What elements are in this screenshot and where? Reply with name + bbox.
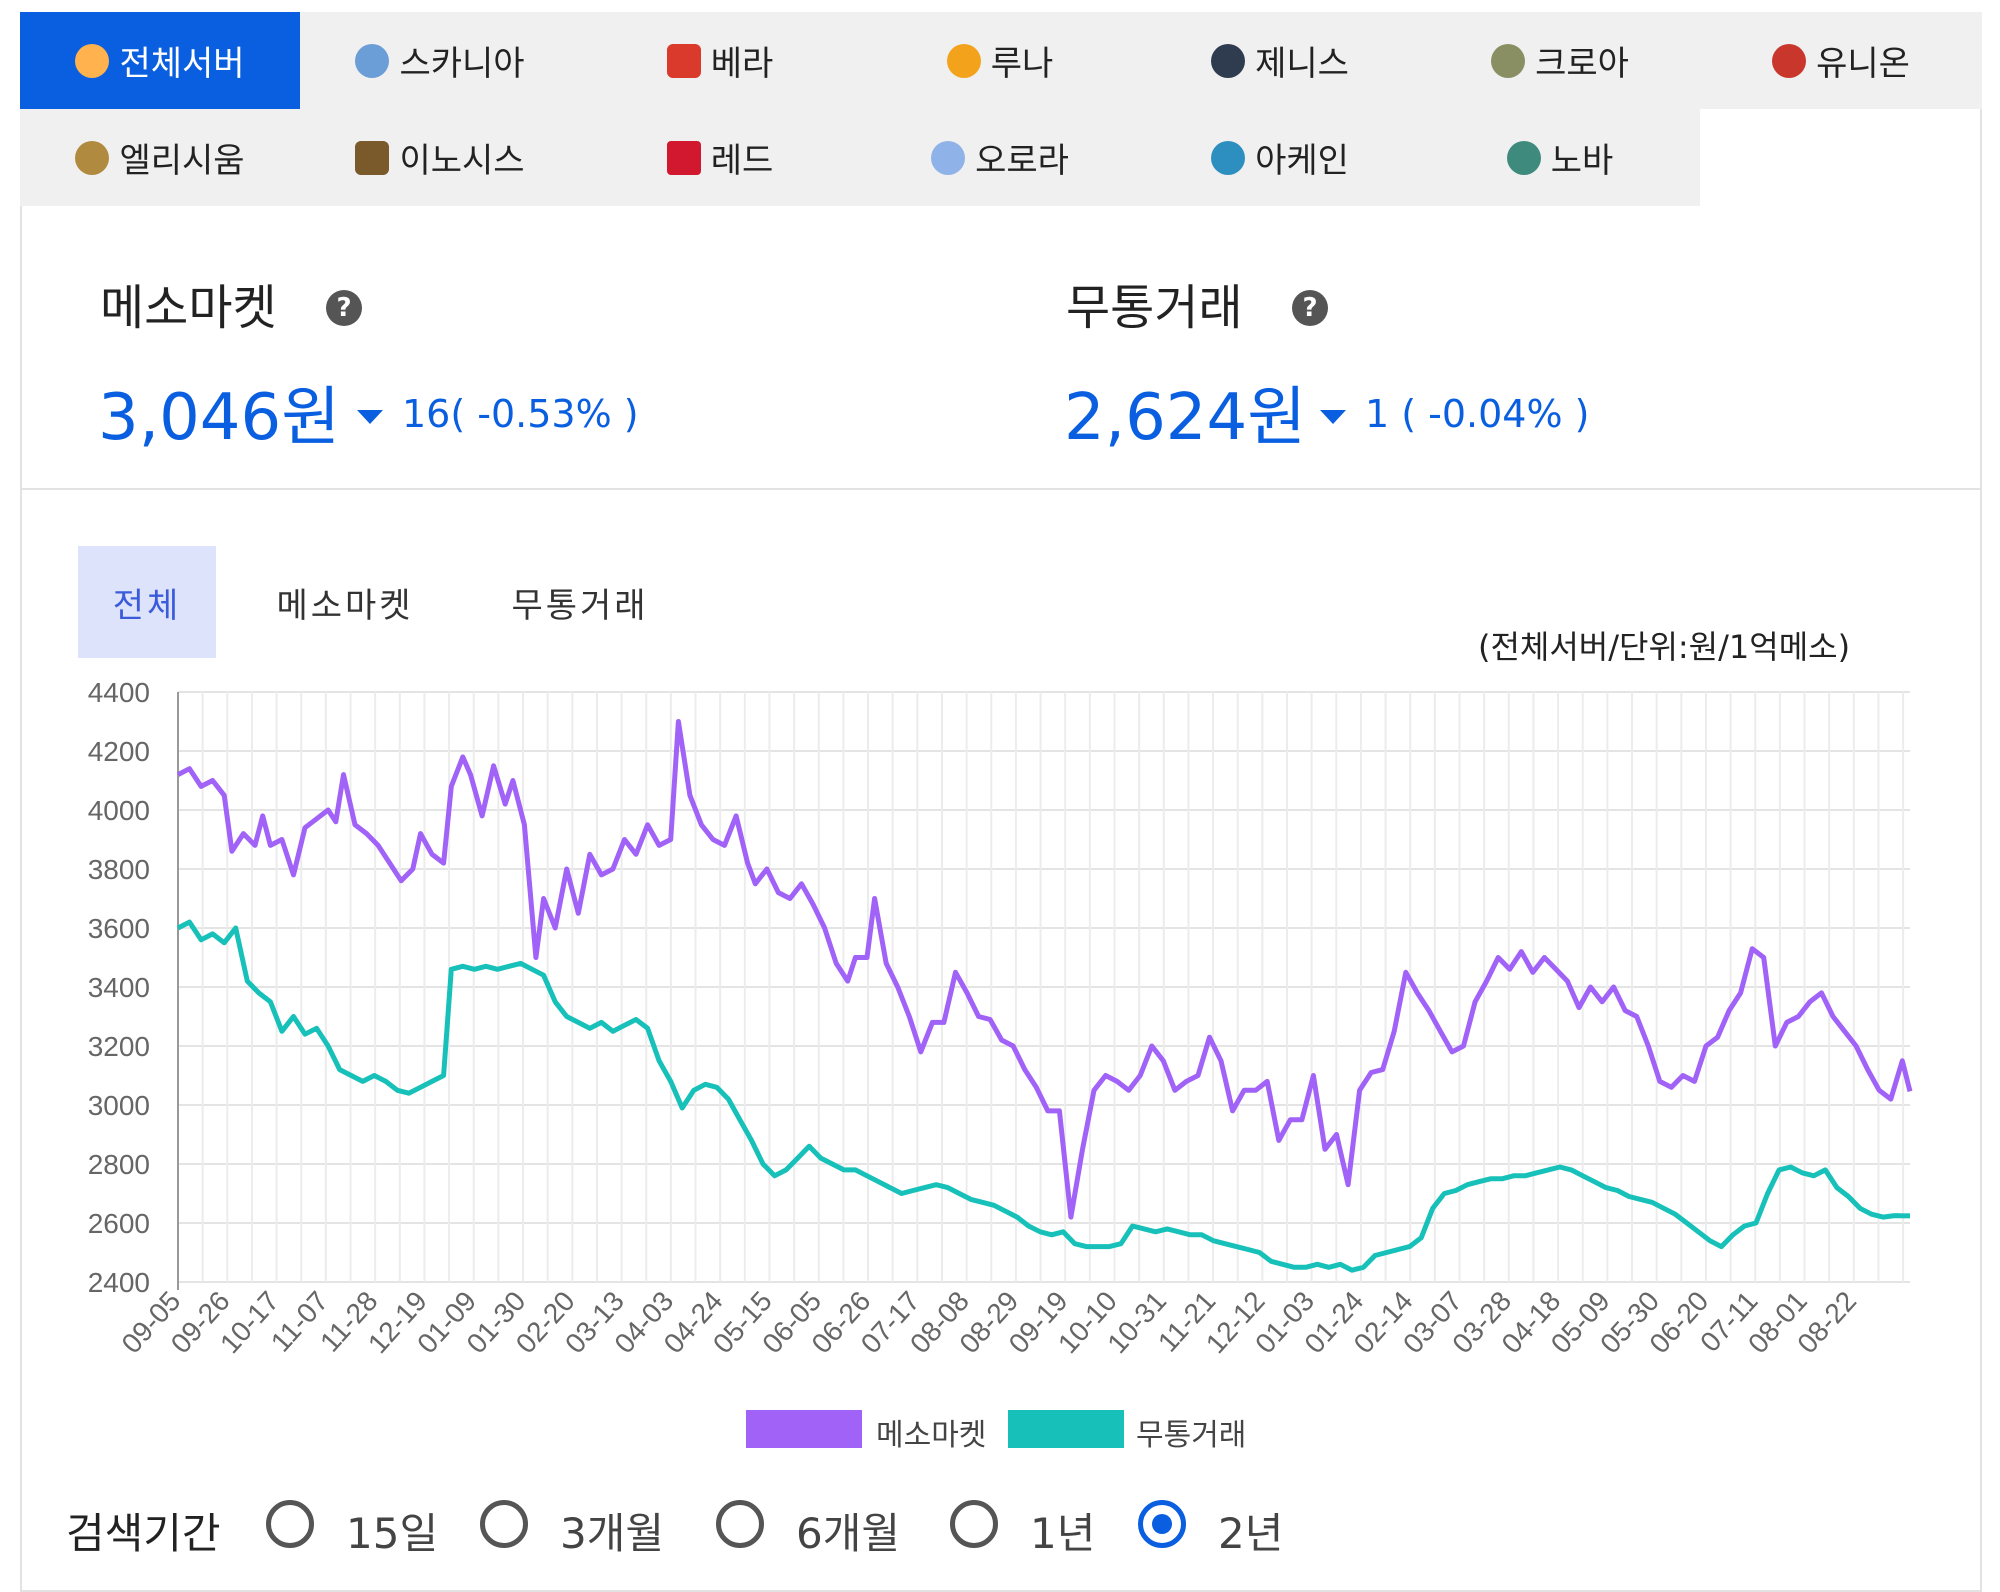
y-tick-label: 3600 bbox=[88, 913, 150, 944]
server-tab-label: 베라 bbox=[710, 44, 774, 84]
server-tab-label: 전체서버 bbox=[119, 44, 245, 84]
server-tab-label: 제니스 bbox=[1255, 44, 1349, 84]
legend-swatch-meso-market[interactable] bbox=[746, 1410, 862, 1448]
server-tab-elysium[interactable]: 엘리시움 bbox=[20, 109, 300, 206]
radio-3months[interactable] bbox=[480, 1500, 528, 1548]
tab-meso-market[interactable]: 메소마켓 bbox=[276, 585, 414, 626]
direct-trade-title: 무통거래 bbox=[1066, 280, 1243, 336]
y-tick-label: 4000 bbox=[88, 795, 150, 826]
y-tick-label: 3000 bbox=[88, 1090, 150, 1121]
y-tick-label: 2800 bbox=[88, 1149, 150, 1180]
server-tab-scania[interactable]: 스카니아 bbox=[300, 12, 580, 109]
help-icon[interactable]: ? bbox=[326, 290, 362, 326]
all-servers-icon bbox=[75, 43, 110, 78]
server-tab-croa[interactable]: 크로아 bbox=[1420, 12, 1700, 109]
server-tab-label: 크로아 bbox=[1535, 44, 1629, 84]
server-tab-label: 스카니아 bbox=[399, 44, 525, 84]
bera-icon bbox=[666, 43, 701, 78]
server-tab-luna[interactable]: 루나 bbox=[860, 12, 1140, 109]
price-summary: 메소마켓 ? 3,046원 16( -0.53% ) 무통거래 ? 2,624원… bbox=[20, 208, 1982, 490]
server-tab-label: 아케인 bbox=[1255, 141, 1349, 181]
server-tab-label: 오로라 bbox=[975, 141, 1069, 181]
direct-trade-price: 2,624원 bbox=[1064, 381, 1307, 455]
series-line-direct-trade bbox=[176, 919, 1911, 1273]
legend-label-direct-trade[interactable]: 무통거래 bbox=[1136, 1418, 1247, 1453]
radio-label-6months[interactable]: 6개월 bbox=[796, 1509, 901, 1558]
server-tab-red[interactable]: 레드 bbox=[580, 109, 860, 206]
server-tab-zenith[interactable]: 제니스 bbox=[1140, 12, 1420, 109]
y-tick-label: 3800 bbox=[88, 854, 150, 885]
server-tab-label: 엘리시움 bbox=[119, 141, 245, 181]
zenith-icon bbox=[1211, 43, 1246, 78]
server-tab-label: 루나 bbox=[990, 44, 1054, 84]
period-filter-label: 검색기간 bbox=[66, 1509, 221, 1558]
y-tick-label: 3400 bbox=[88, 972, 150, 1003]
union-icon bbox=[1772, 43, 1807, 78]
radio-1year[interactable] bbox=[950, 1500, 998, 1548]
direct-trade-change: 1 ( -0.04% ) bbox=[1365, 392, 1590, 436]
legend-label-meso-market[interactable]: 메소마켓 bbox=[876, 1418, 987, 1453]
radio-label-15days[interactable]: 15일 bbox=[346, 1509, 439, 1558]
croa-icon bbox=[1491, 43, 1526, 78]
luna-icon bbox=[946, 43, 981, 78]
y-tick-label: 4200 bbox=[88, 736, 150, 767]
radio-label-3months[interactable]: 3개월 bbox=[560, 1509, 665, 1558]
radio-label-2years[interactable]: 2년 bbox=[1218, 1509, 1284, 1558]
server-tab-bera[interactable]: 베라 bbox=[580, 12, 860, 109]
server-tab-bar: 전체서버 스카니아 베라 루나 제니스 크로아 유니온 엘리시움 이노시스 레드… bbox=[20, 12, 1982, 208]
tab-direct-trade[interactable]: 무통거래 bbox=[511, 585, 649, 626]
server-tab-enosis[interactable]: 이노시스 bbox=[300, 109, 580, 206]
radio-6months[interactable] bbox=[716, 1500, 764, 1548]
server-tab-label: 레드 bbox=[710, 141, 774, 181]
radio-selected-dot bbox=[1152, 1514, 1172, 1534]
radio-15days[interactable] bbox=[266, 1500, 314, 1548]
y-tick-label: 2600 bbox=[88, 1208, 150, 1239]
unit-note: (전체서버/단위:원/1억메소) bbox=[1478, 628, 1851, 666]
server-tab-label: 노바 bbox=[1550, 141, 1614, 181]
series-line-meso-market bbox=[176, 719, 1913, 1220]
meso-market-price: 3,046원 bbox=[98, 381, 341, 455]
aurora-icon bbox=[931, 140, 966, 175]
enosis-icon bbox=[355, 140, 390, 175]
server-tab-aurora[interactable]: 오로라 bbox=[860, 109, 1140, 206]
down-triangle-icon bbox=[1320, 410, 1346, 424]
server-tab-nova[interactable]: 노바 bbox=[1420, 109, 1700, 206]
nova-icon bbox=[1506, 140, 1541, 175]
scania-icon bbox=[355, 43, 390, 78]
server-tab-all[interactable]: 전체서버 bbox=[20, 12, 300, 109]
tab-all[interactable]: 전체 bbox=[78, 546, 216, 658]
down-triangle-icon bbox=[357, 410, 383, 424]
meso-market-title: 메소마켓 bbox=[100, 280, 277, 336]
y-tick-label: 4400 bbox=[88, 677, 150, 708]
server-tab-arcane[interactable]: 아케인 bbox=[1140, 109, 1420, 206]
radio-2years[interactable] bbox=[1138, 1500, 1186, 1548]
red-icon bbox=[666, 140, 701, 175]
radio-label-1year[interactable]: 1년 bbox=[1030, 1509, 1096, 1558]
arcane-icon bbox=[1211, 140, 1246, 175]
server-tab-label: 유니온 bbox=[1816, 44, 1910, 84]
server-tab-label: 이노시스 bbox=[399, 141, 525, 181]
elysium-icon bbox=[75, 140, 110, 175]
y-tick-label: 3200 bbox=[88, 1031, 150, 1062]
y-tick-label: 2400 bbox=[88, 1267, 150, 1298]
help-icon[interactable]: ? bbox=[1292, 290, 1328, 326]
legend-swatch-direct-trade[interactable] bbox=[1008, 1410, 1124, 1448]
meso-market-change: 16( -0.53% ) bbox=[402, 392, 639, 436]
server-tab-union[interactable]: 유니온 bbox=[1700, 12, 1982, 109]
content-frame bbox=[20, 12, 1982, 1592]
